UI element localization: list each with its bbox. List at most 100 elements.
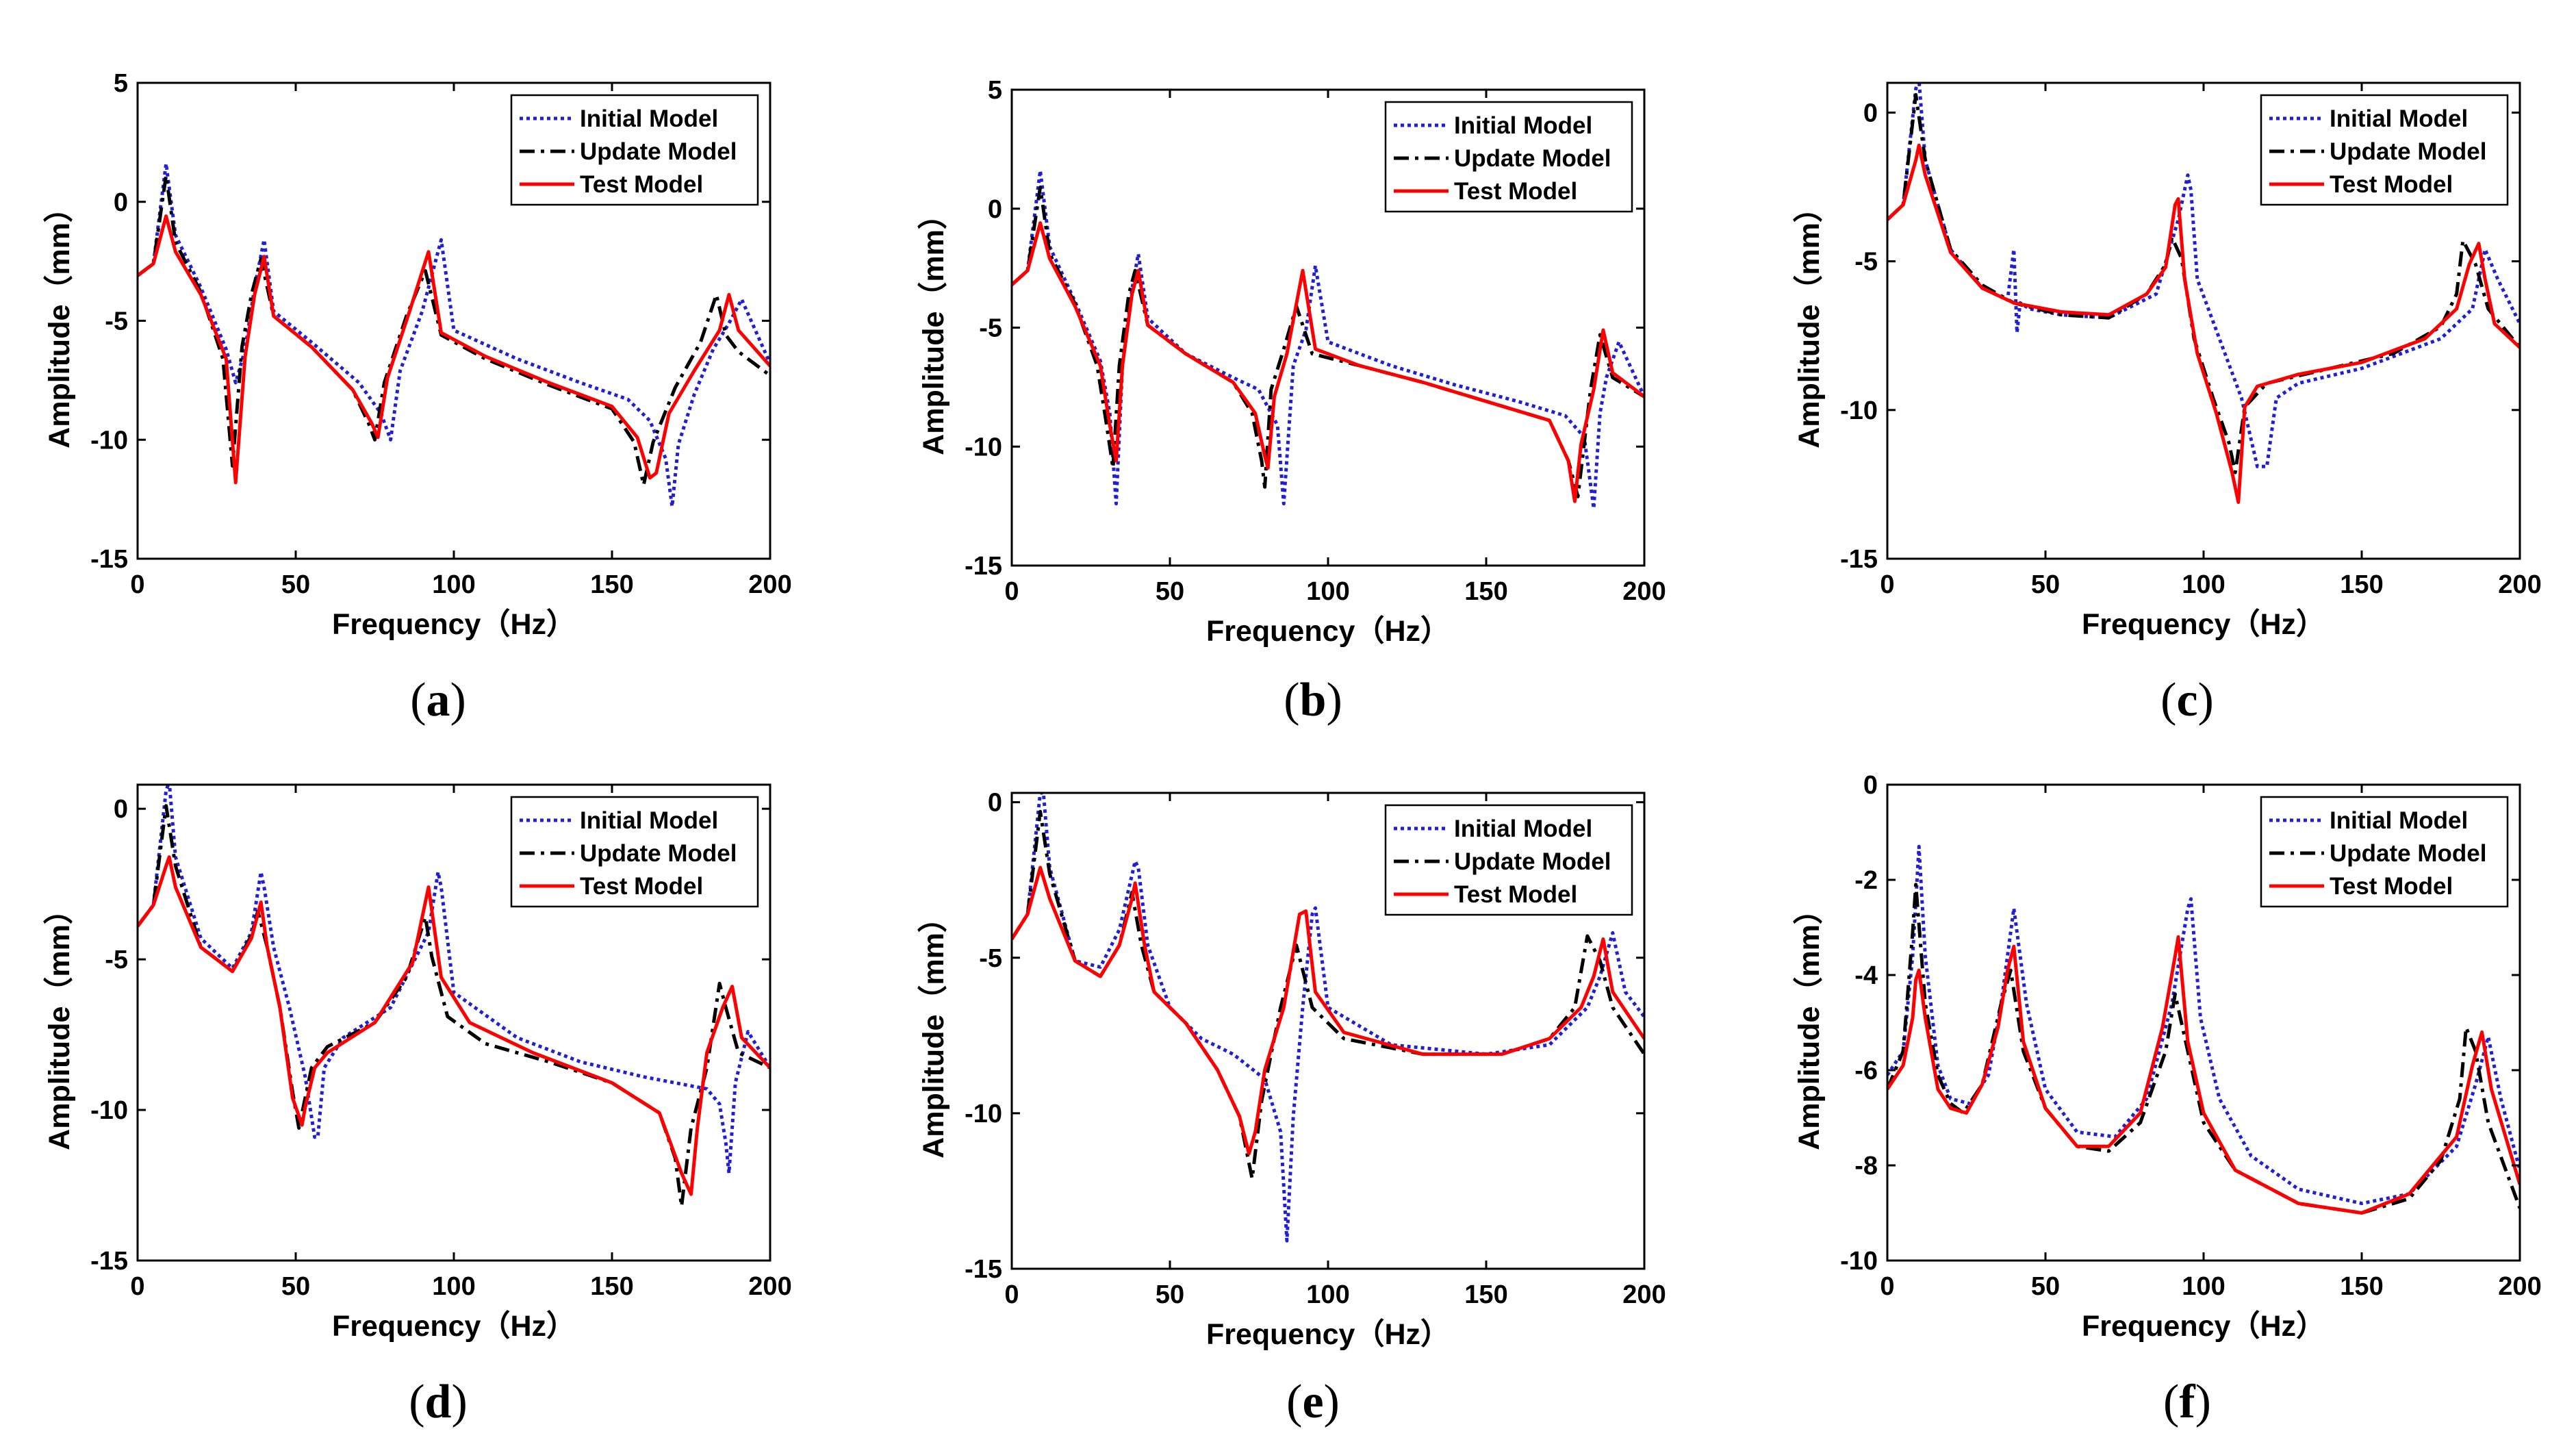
y-axis-label: Amplitude（mm） [1793, 193, 1826, 448]
legend: Initial Model Update Model Test Model [2260, 796, 2509, 908]
x-tick-label: 150 [590, 570, 633, 599]
y-tick-label: 0 [988, 195, 1002, 224]
x-tick-label: 0 [1880, 1272, 1894, 1301]
y-tick-label: 0 [1863, 99, 1878, 127]
y-tick-label: -10 [90, 426, 128, 455]
y-tick-label: -10 [1840, 396, 1878, 425]
y-tick-label: -15 [965, 552, 1002, 581]
x-axis-label: Frequency（Hz） [2082, 608, 2325, 641]
y-axis-label: Amplitude（mm） [43, 193, 76, 448]
legend-entry-label: Update Model [1454, 145, 1611, 172]
y-tick-label: -15 [1840, 545, 1878, 574]
x-axis-label: Frequency（Hz） [1206, 1318, 1450, 1351]
legend-entry-label: Test Model [2330, 171, 2453, 198]
legend-entry-label: Test Model [580, 171, 703, 198]
chart-panel-d: 0 50 100 150 200 -15 -10 -5 0 Frequency（Hz） Amplit… [43, 783, 792, 1428]
x-tick-label: 200 [748, 570, 791, 599]
legend-entry-label: Initial Model [580, 807, 718, 834]
x-tick-label: 50 [1156, 1280, 1184, 1309]
chart-panel-e: 0 50 100 150 200 -15 -10 -5 0 Frequency（Hz） Amplit… [917, 789, 1666, 1428]
legend-entry-label: Initial Model [2330, 105, 2468, 132]
y-axis-label: Amplitude（mm） [1793, 895, 1826, 1150]
x-tick-label: 200 [2498, 570, 2541, 599]
y-tick-label: 0 [114, 188, 128, 217]
legend-entry-label: Update Model [580, 138, 737, 165]
legend-entry-label: Test Model [580, 873, 703, 900]
y-tick-label: -15 [965, 1255, 1002, 1284]
chart-panel-b: 0 50 100 150 200 -15 -10 -5 0 5 Frequency（Hz） Ampli… [917, 76, 1666, 726]
panel-caption: (f) [2163, 1376, 2211, 1428]
y-tick-label: -4 [1854, 961, 1878, 990]
legend: Initial Model Update Model Test Model [1384, 101, 1633, 213]
series-line-test-model [1887, 143, 2520, 504]
legend: Initial Model Update Model Test Model [2260, 94, 2509, 206]
series-line-test-model [1887, 935, 2520, 1215]
x-tick-label: 200 [2498, 1272, 2541, 1301]
x-tick-label: 200 [1622, 577, 1666, 606]
x-tick-label: 50 [281, 1272, 310, 1301]
legend: Initial Model Update Model Test Model [510, 94, 759, 206]
x-tick-label: 150 [590, 1272, 633, 1301]
legend-entry-label: Update Model [1454, 848, 1611, 875]
x-tick-label: 50 [281, 570, 310, 599]
series-line-initial-model [138, 162, 770, 509]
y-tick-label: -10 [90, 1096, 128, 1125]
x-tick-label: 200 [748, 1272, 791, 1301]
y-tick-label: -5 [1854, 248, 1878, 277]
x-tick-label: 100 [432, 1272, 475, 1301]
y-tick-label: -5 [105, 946, 128, 974]
legend-entry-label: Initial Model [580, 105, 718, 132]
legend-entry-label: Initial Model [1454, 112, 1592, 139]
series-line-test-model [1012, 865, 1644, 1156]
y-tick-label: -10 [965, 1100, 1002, 1128]
series-line-test-model [138, 214, 770, 485]
panel-caption: (a) [410, 674, 466, 726]
x-tick-label: 150 [2340, 570, 2383, 599]
x-tick-label: 150 [1464, 1280, 1507, 1309]
y-tick-label: -10 [965, 433, 1002, 461]
x-tick-label: 100 [2182, 1272, 2225, 1301]
legend-entry-label: Update Model [580, 840, 737, 867]
y-tick-label: -5 [105, 307, 128, 336]
x-tick-label: 0 [1004, 1280, 1019, 1309]
legend-entry-label: Initial Model [2330, 807, 2468, 834]
y-axis-label: Amplitude（mm） [917, 200, 950, 455]
legend-entry-label: Update Model [2330, 840, 2486, 867]
y-tick-label: -15 [90, 545, 128, 574]
x-tick-label: 50 [2031, 570, 2060, 599]
legend: Initial Model Update Model Test Model [1384, 804, 1633, 916]
legend-entry-label: Test Model [1454, 881, 1577, 908]
series-line-update-model [1012, 186, 1644, 498]
x-tick-label: 100 [2182, 570, 2225, 599]
y-tick-label: -5 [979, 944, 1002, 973]
y-tick-label: -6 [1854, 1057, 1878, 1085]
y-tick-label: 0 [1863, 771, 1878, 800]
legend-entry-label: Test Model [1454, 178, 1577, 205]
y-axis-label: Amplitude（mm） [917, 903, 950, 1159]
x-tick-label: 100 [1306, 577, 1349, 606]
x-tick-label: 200 [1622, 1280, 1666, 1309]
x-tick-label: 150 [2340, 1272, 2383, 1301]
x-tick-label: 50 [1156, 577, 1184, 606]
y-tick-label: -2 [1854, 866, 1878, 895]
series-line-update-model [1887, 883, 2520, 1215]
x-tick-label: 0 [130, 1272, 144, 1301]
legend-entry-label: Initial Model [1454, 815, 1592, 842]
chart-panel-f: 0 50 100 150 200 -10 -8 -6 -4 -2 0 Frequency（Hz） Amp… [1793, 771, 2542, 1428]
legend-entry-label: Test Model [2330, 873, 2453, 900]
series-line-update-model [138, 174, 770, 487]
x-axis-label: Frequency（Hz） [1206, 615, 1450, 648]
y-axis-label: Amplitude（mm） [43, 895, 76, 1150]
x-axis-label: Frequency（Hz） [2082, 1310, 2325, 1343]
x-tick-label: 0 [1880, 570, 1894, 599]
chart-panel-a: 0 50 100 150 200 -15 -10 -5 0 5 Frequency（Hz） Ampli… [43, 69, 792, 726]
x-tick-label: 150 [1464, 577, 1507, 606]
x-tick-label: 0 [130, 570, 144, 599]
legend: Initial Model Update Model Test Model [510, 796, 759, 908]
x-tick-label: 100 [1306, 1280, 1349, 1309]
x-tick-label: 0 [1004, 577, 1019, 606]
y-tick-label: 5 [988, 76, 1002, 105]
chart-panel-c: 0 50 100 150 200 -15 -10 -5 0 Frequency（Hz） Amplit… [1793, 81, 2542, 726]
series-line-initial-model [1887, 83, 2520, 468]
